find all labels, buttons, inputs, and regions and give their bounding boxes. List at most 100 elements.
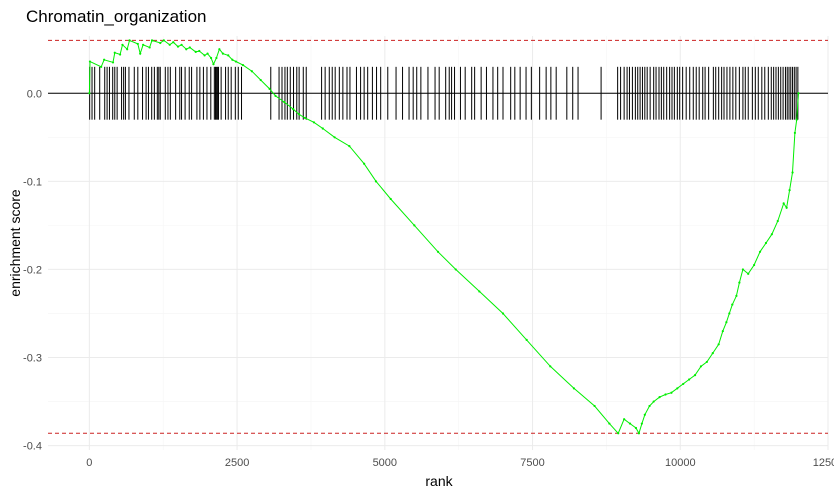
enrichment-point (711, 352, 714, 355)
enrichment-point (188, 46, 191, 49)
enrichment-point (150, 39, 154, 42)
enrichment-point (218, 48, 221, 51)
enrichment-point (478, 290, 481, 293)
x-tick-label: 7500 (520, 457, 544, 469)
reference-lines (48, 39, 828, 434)
grid-minor-layer (48, 36, 828, 450)
enrichment-point (298, 113, 301, 116)
enrichment-score-line (88, 39, 799, 435)
enrichment-point (250, 70, 253, 73)
enrichment-point (88, 60, 92, 63)
enrichment-point (637, 432, 641, 435)
y-tick-label: 0.0 (27, 88, 42, 100)
enrichment-point (333, 136, 336, 139)
enrichment-point (658, 396, 661, 399)
x-tick-label: 0 (86, 457, 92, 469)
enrichment-point (693, 374, 697, 377)
enrichment-point (634, 426, 638, 430)
enrichment-point (283, 100, 286, 104)
enrichment-point (643, 413, 646, 416)
enrichment-point (640, 422, 643, 425)
enrichment-point (782, 202, 785, 205)
enrichment-point (728, 312, 731, 315)
enrichment-point (785, 206, 788, 209)
enrichment-point (231, 58, 234, 61)
enrichment-point (118, 53, 122, 56)
enrichment-point (735, 294, 738, 297)
grid-major-layer (48, 36, 829, 450)
enrichment-point (572, 387, 576, 390)
enrichment-point (121, 43, 124, 46)
enrichment-point (617, 432, 620, 435)
enrichment-point (162, 39, 165, 42)
y-tick-labels: -0.4 -0.3 -0.2 -0.1 0.0 (23, 88, 42, 452)
enrichment-point (206, 52, 209, 55)
enrichment-point (628, 422, 632, 425)
x-tick-label: 12500 (813, 457, 834, 469)
enrichment-point (126, 48, 129, 51)
enrichment-point (791, 171, 794, 174)
enrichment-point (209, 56, 213, 60)
enrichment-point (259, 78, 262, 82)
enrichment-point (776, 219, 779, 223)
enrichment-point (194, 50, 197, 53)
enrichment-point (731, 303, 734, 306)
enrichment-point (241, 63, 245, 67)
enrichment-point (705, 360, 708, 364)
enrichment-point (176, 45, 180, 48)
enrichment-point (321, 127, 324, 130)
x-tick-label: 2500 (225, 457, 249, 469)
enrichment-point (721, 329, 724, 333)
enrichment-point (608, 422, 611, 425)
enrichment-point (770, 233, 773, 236)
enrichment-point (88, 92, 91, 95)
y-tick-label: -0.2 (23, 264, 42, 276)
enrichment-point (652, 400, 655, 403)
x-tick-label: 5000 (373, 457, 397, 469)
y-tick-label: -0.4 (23, 441, 42, 453)
enrichment-point (136, 42, 139, 46)
enrichment-point (148, 46, 151, 49)
enrichment-point (103, 58, 106, 61)
enrichment-point (113, 51, 116, 54)
chart-title: Chromatin_organization (26, 7, 207, 26)
enrichment-point (413, 224, 416, 227)
enrichment-point (142, 43, 145, 46)
enrichment-point (180, 43, 183, 46)
enrichment-point (717, 343, 720, 346)
enrichment-point (128, 39, 131, 42)
enrichment-point (227, 54, 230, 57)
enrichment-point (664, 393, 667, 396)
enrichment-point (676, 387, 679, 390)
enrichment-point (212, 63, 215, 66)
y-axis-title: enrichment score (7, 189, 23, 297)
enrichment-point (738, 281, 741, 284)
enrichment-point (797, 92, 800, 95)
enrichment-point (699, 365, 703, 368)
enrichment-point (168, 43, 171, 46)
enrichment-point (682, 382, 685, 386)
enrichment-point (623, 418, 626, 421)
enrichment-point (747, 272, 750, 275)
x-tick-label: 10000 (665, 457, 696, 469)
enrichment-point (549, 365, 552, 368)
enrichment-point (725, 321, 728, 324)
enrichment-point (172, 41, 175, 44)
y-tick-label: -0.3 (23, 353, 42, 365)
enrichment-point (758, 250, 762, 253)
enrichment-point (303, 116, 307, 120)
y-tick-label: -0.1 (23, 176, 42, 188)
enrichment-point (688, 378, 691, 381)
enrichment-point (670, 391, 673, 394)
enrichment-point (234, 60, 238, 63)
enrichment-point (793, 131, 797, 134)
enrichment-point (753, 263, 756, 267)
enrichment-point (159, 41, 162, 45)
enrichment-point (741, 268, 745, 271)
enrichment-point (111, 61, 115, 64)
enrichment-point (274, 94, 277, 97)
enrichment-point (454, 268, 457, 271)
enrichment-point (363, 162, 366, 165)
enrichment-point (764, 241, 768, 245)
